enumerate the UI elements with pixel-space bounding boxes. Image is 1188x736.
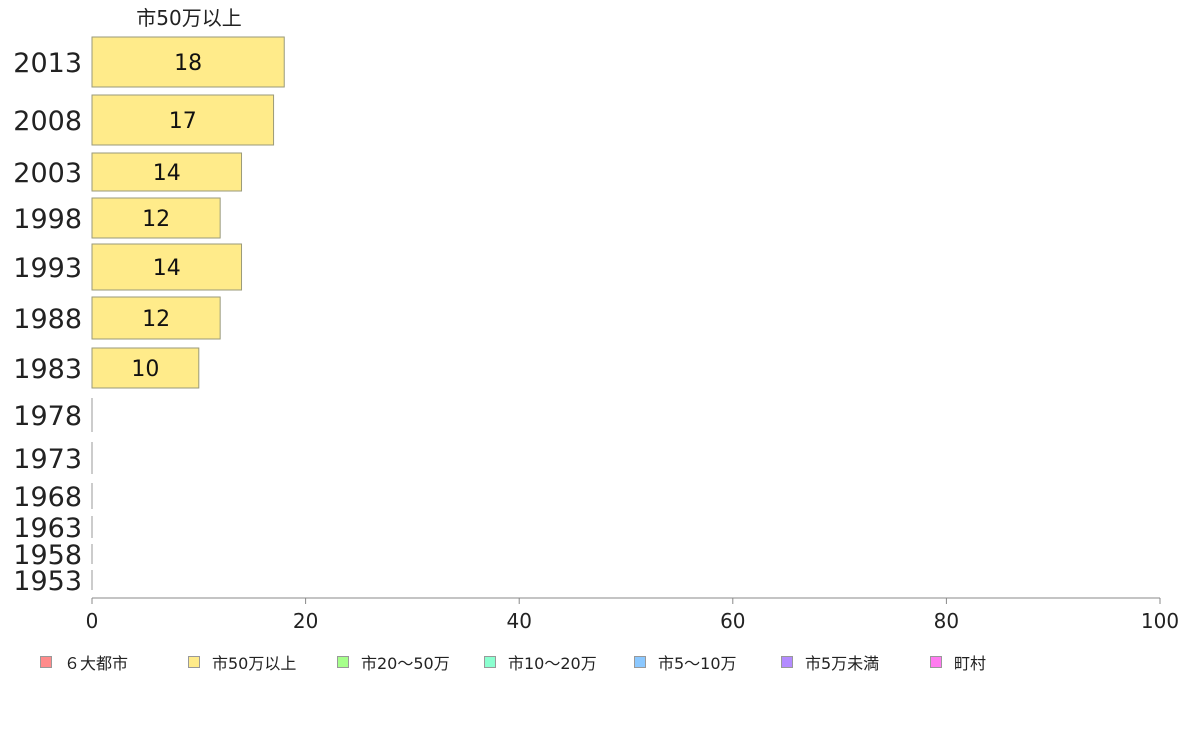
x-tick-label-100: 100: [1141, 609, 1179, 633]
y-tick-label-1973: 1973: [13, 444, 82, 475]
y-tick-label-1998: 1998: [13, 204, 82, 235]
legend-label: 市20〜50万: [361, 654, 450, 673]
legend-label: 市5〜10万: [658, 654, 737, 673]
value-label-1993: 14: [153, 256, 181, 281]
value-label-1983: 10: [131, 357, 159, 382]
bar-1998: [91, 197, 221, 239]
bar-2008: [91, 94, 275, 146]
legend-label: 市10〜20万: [508, 654, 597, 673]
value-labels: 18 17 14 12 14 12 10: [131, 51, 202, 382]
legend-swatch: [634, 656, 646, 668]
value-label-2008: 17: [169, 109, 197, 134]
y-axis-labels: 2013 2008 2003 1998 1993 1988 1983 1978 1973 1968…: [13, 48, 82, 597]
y-tick-label-2003: 2003: [13, 158, 82, 189]
bar-2003: [91, 152, 243, 192]
x-tick-label-60: 60: [720, 609, 745, 633]
x-tick-label-80: 80: [934, 609, 959, 633]
x-tick-label-40: 40: [506, 609, 531, 633]
y-tick-label-1978: 1978: [13, 401, 82, 432]
legend-item: 市5万未満: [781, 651, 879, 673]
legend-swatch: [40, 656, 52, 668]
legend-swatch: [781, 656, 793, 668]
value-label-2013: 18: [174, 51, 202, 76]
legend-swatch: [930, 656, 942, 668]
value-label-1988: 12: [142, 307, 170, 332]
y-tick-label-2013: 2013: [13, 48, 82, 79]
legend-item: 市10〜20万: [484, 651, 597, 673]
y-tick-label-1983: 1983: [13, 354, 82, 385]
y-tick-label-1993: 1993: [13, 253, 82, 284]
x-tick-label-0: 0: [86, 609, 99, 633]
y-tick-label-1958: 1958: [13, 540, 82, 571]
y-tick-label-1963: 1963: [13, 513, 82, 544]
legend-item: 市50万以上: [188, 651, 296, 673]
legend-item: 市20〜50万: [337, 651, 450, 673]
panel-title: 市50万以上: [136, 6, 241, 30]
bar-1988: [91, 296, 221, 340]
legend-item: 町村: [930, 651, 986, 673]
x-axis: 0 20 40 60 80 100: [86, 597, 1179, 633]
y-tick-label-2008: 2008: [13, 106, 82, 137]
legend-label: 市5万未満: [805, 654, 880, 673]
y-tick-label-1968: 1968: [13, 482, 82, 513]
bar-1993: [91, 243, 243, 291]
value-label-2003: 14: [153, 161, 181, 186]
bar-chart: 市50万以上 18 17 14 12 14 12 10 2013 2008 2003 1998 19…: [13, 6, 1179, 633]
legend-label: 町村: [954, 654, 987, 673]
legend-swatch: [188, 656, 200, 668]
legend-label: ６大都市: [64, 654, 129, 673]
value-label-1998: 12: [142, 207, 170, 232]
bar-1983: [91, 347, 200, 389]
legend-label: 市50万以上: [212, 654, 297, 673]
y-tick-label-1988: 1988: [13, 304, 82, 335]
bars: [91, 36, 285, 590]
legend-item: ６大都市: [40, 651, 128, 673]
legend-item: 市5〜10万: [634, 651, 737, 673]
bar-2013: [91, 36, 285, 88]
y-tick-label-1953: 1953: [13, 566, 82, 597]
legend-swatch: [337, 656, 349, 668]
x-tick-label-20: 20: [293, 609, 318, 633]
legend-swatch: [484, 656, 496, 668]
